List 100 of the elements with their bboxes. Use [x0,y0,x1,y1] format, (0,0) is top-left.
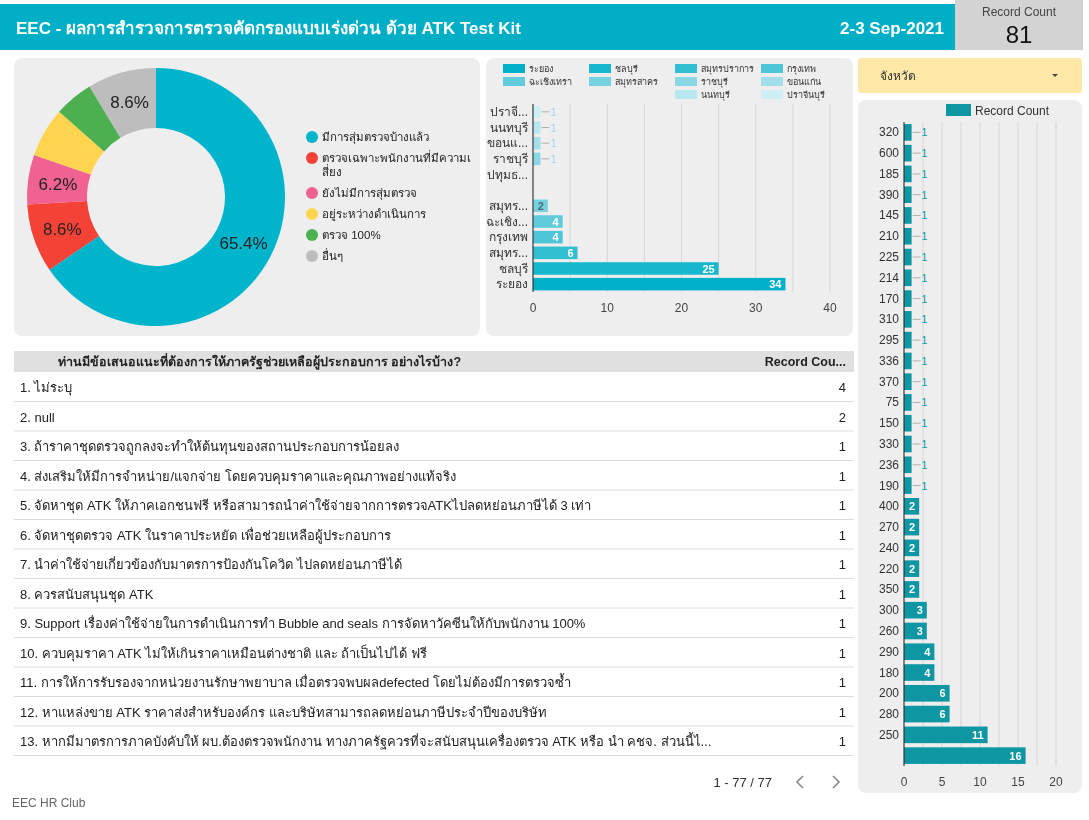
category-label: 7. นำค่าใช้จ่ายเกี่ยวข้องกับมาตรการป้องกันโควิด ไปลดหย่อนภาษีได้ [20,556,403,572]
text: 2-3 Sep-2021 [840,19,944,38]
y-tick-label: 180 [878,665,900,680]
data-label: 1 [550,105,557,118]
data-label: 6 [567,246,574,259]
bar [904,207,912,224]
data-label: 1 [838,704,846,720]
legend-label: ขอนแก่น [787,77,821,87]
y-tick-label: 280 [878,707,900,722]
data-label: 4 [924,645,932,658]
data-label: 1 [921,271,928,284]
y-tick-label: 185 [878,166,900,181]
data-label: 2 [909,562,916,575]
y-tick-label: สมุทร... [488,245,528,261]
category-label: 13. หากมีมาตรการภาคบังคับให้ ผบ.ต้องตรวจพนักงาน ทางภาครัฐควรที่จะสนับสนุนเครื่องตรวจ ATK หรือ นำ คชจ. ส่วนนี้ไ... [20,732,712,750]
legend-label: สมุทรสาคร [615,77,658,88]
bar [904,664,935,681]
y-tick-label: 170 [878,291,900,306]
y-tick-label: 330 [878,437,900,451]
data-label: 2 [909,541,916,554]
y-tick-label: 240 [878,540,900,555]
data-label: 1 [921,375,928,388]
x-tick-label: 0 [529,301,537,315]
data-label: 1 [921,209,928,222]
y-tick-label: ฉะเชิง... [485,214,528,229]
legend-label: อยู่ระหว่างดำเนินการ [322,208,426,221]
legend-label: ราชบุรี [701,77,728,88]
y-tick-label: 150 [878,416,900,431]
data-label: 1 [838,527,846,543]
bar [904,227,912,245]
legend-label: อื่นๆ [322,248,343,262]
data-label: 2 [838,409,846,425]
x-tick-label: 40 [823,301,837,315]
y-tick-label: กรุงเทพ [489,230,528,246]
x-tick-label: 10 [973,775,987,789]
legend-label: ฉะเชิงเทรา [529,77,572,87]
y-tick-label: ชลบุรี [499,261,529,277]
data-label: 1 [838,586,846,602]
bar [904,726,988,744]
y-tick-label: 190 [878,478,900,493]
y-tick-label: 310 [878,312,900,327]
data-label: 1 [838,468,846,484]
bar [904,373,912,390]
legend-label: มีการสุ่มตรวจบ้างแล้ว [322,131,429,144]
category-label: 8. ควรสนับสนุนชุด ATK [20,586,154,603]
legend-label: สมุทรปราการ [701,64,754,75]
data-label: 34 [769,278,783,291]
x-tick-label: 5 [938,775,946,789]
legend-label: ชลบุรี [615,64,638,75]
bar [904,705,950,723]
y-tick-label: 225 [878,250,900,265]
category-label: 4. ส่งเสริมให้มีการจำหน่าย/แจกจ่าย โดยควบคุมราคาและคุณภาพอย่างแท้จริง [20,468,456,485]
data-label: 1 [921,458,928,471]
y-tick-label: 290 [878,644,900,659]
data-label: 1 [921,354,928,367]
data-label: 1 [838,734,846,749]
y-tick-label: 220 [878,561,900,576]
y-tick-label: 336 [878,353,900,368]
data-label: 2 [909,521,916,534]
data-label: 1 [921,126,928,139]
data-label: 3 [916,604,923,617]
y-tick-label: 210 [878,229,900,244]
data-label: 16 [1009,749,1022,762]
category-label: 6. จัดหาชุดตรวจ ATK ในราคาประหยัด เพื่อช่วยเหลือผู้ประกอบการ [20,526,391,544]
data-label: 65.4% [219,234,268,254]
bar [904,643,935,661]
y-tick-label: 300 [878,603,900,618]
text: จังหวัด [880,69,916,83]
donut-slice [89,68,156,138]
data-label: 1 [550,137,557,150]
legend-label: ตรวจเฉพาะพนักงานที่มีความเสี่ยง [322,150,471,178]
data-label: 6 [939,687,946,700]
y-tick-label: ขอนแ... [486,136,528,151]
data-label: 4 [924,666,932,679]
bar [904,269,912,287]
data-label: 1 [921,313,928,326]
y-tick-label: 295 [878,333,900,348]
bar [904,186,912,204]
x-tick-label: 15 [1011,775,1025,789]
legend-label: ตรวจ 100% [322,229,381,241]
bar [904,477,912,494]
y-tick-label: 75 [885,395,900,410]
bar [904,456,912,474]
y-tick-label: 145 [878,208,900,223]
data-label: 6 [939,708,946,721]
y-tick-label: ระยอง [496,277,528,292]
data-label: 1 [921,188,928,201]
x-tick-label: 20 [674,301,689,315]
data-label: 4 [552,215,560,228]
data-label: 81 [1005,21,1033,48]
data-label: 3 [916,624,923,637]
data-label: 1 [838,645,846,661]
data-label: 2 [909,583,916,596]
data-label: 1 [921,251,928,264]
legend-label: Record Count [975,104,1050,118]
text: ท่านมีข้อเสนอแนะที่ต้องการให้ภาครัฐช่วยเหลือผู้ประกอบการ อย่างไรบ้าง? [58,353,462,370]
text: Record Count [981,5,1057,19]
bar [904,290,912,307]
y-tick-label: 350 [878,582,900,597]
y-tick-label: 600 [878,146,900,161]
